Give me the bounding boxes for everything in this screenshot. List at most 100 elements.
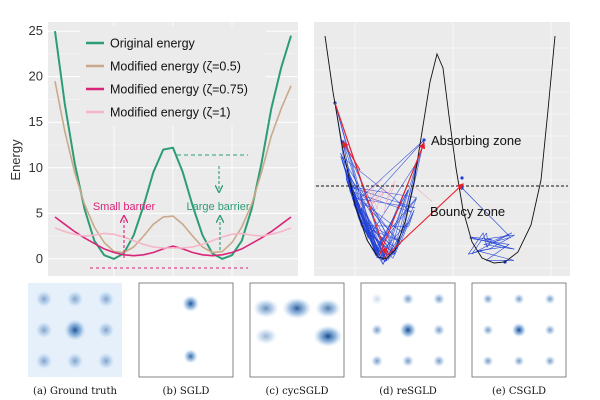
trajectory-point [460,176,464,180]
trajectory-segment [361,225,409,227]
trajectory-segment [342,161,376,252]
trajectory-segment [349,190,394,256]
density-mode [511,322,527,338]
trajectory-segment [487,234,515,239]
trajectory-segment [468,232,484,255]
trajectory-segment [392,250,397,259]
density-panel: (c) cycSGLD [249,282,345,397]
density-mode [66,290,84,308]
small-barrier-label: Small barrier [93,201,156,213]
density-mode [282,297,312,320]
density-mode [182,295,200,313]
pink-trajectory-segment [374,188,387,213]
density-mode [482,324,494,336]
density-mode [402,355,414,367]
density-mode [402,293,414,305]
density-panels: (a) Ground truth (b) SGLD (c) cycSGLD (d) r… [28,282,567,397]
trajectory-segment [477,246,506,252]
density-mode [544,324,556,336]
trajectory-segment [482,232,488,248]
density-mode [513,293,525,305]
large-barrier-label: Large barrier [187,201,250,213]
energy-y-tick-label: 20 [29,69,43,84]
jump-arrow [334,102,388,256]
trajectory-segment [350,188,401,244]
trajectory-segment [469,238,510,245]
density-mode [433,355,445,367]
landscape-curve [324,35,556,264]
density-mode [313,325,343,348]
density-mode [433,293,445,305]
trajectory-segment [469,236,515,250]
trajectory-segment [486,232,488,239]
legend-entry-label: Modified energy (ζ=1) [110,106,231,120]
density-mode [97,352,115,370]
trajectory-segment [382,222,408,265]
trajectory-segment [483,238,506,248]
pink-trajectory-segment [363,178,383,198]
jump-arrow [342,141,361,171]
energy-y-tick-label: 25 [29,23,43,38]
density-mode [544,355,556,367]
energy-y-ticks: 0 5 10 15 20 25 [29,23,43,266]
density-mode [482,293,494,305]
pink-trajectory-segment [367,185,376,197]
trajectory-segment [340,156,379,257]
trajectory-segment [366,161,418,241]
pink-trajectory-segment [384,183,396,206]
pink-trajectory-segment [413,185,433,202]
trajectory-segment [477,250,514,261]
density-mode [64,319,86,341]
energy-y-axis-label: Energy [8,139,23,181]
density-mode [544,293,556,305]
energy-chart: 0 5 10 15 20 25 Energy Small barrier Large ba… [8,22,298,276]
density-mode [35,352,53,370]
density-mode [399,321,417,339]
trajectory-segment [485,244,510,261]
trajectory-segment [469,236,492,240]
legend-entry-label: Original energy [110,37,196,51]
legend-background [80,26,266,126]
trajectory-segment [353,194,404,234]
energy-y-tick-label: 15 [29,114,43,129]
trajectory-segment [486,239,492,248]
trajectory-point [460,186,464,190]
energy-series-line [54,216,292,257]
trajectory-segment [358,139,425,214]
trajectory-segment [489,234,515,249]
density-panel: (d) reSGLD [360,282,456,397]
trajectory-segment [392,213,413,256]
energy-legend: Original energy Modified energy (ζ=0.5) Mo… [80,26,266,126]
landscape-gridlines [314,22,570,276]
density-panel: (e) CSGLD [471,282,567,397]
pink-trajectory-segment [370,184,387,206]
density-mode [513,355,525,367]
density-panel: (b) SGLD [138,282,234,397]
energy-series-line [54,81,292,254]
energy-y-tick-label: 0 [36,251,43,266]
density-mode [315,298,341,318]
landscape-plot-background [314,22,570,276]
trajectory-segment [374,251,384,265]
trajectory-segment [349,190,383,261]
jump-arrow [383,183,464,259]
density-mode [183,349,198,364]
pink-trajectory-segment [370,191,375,208]
density-mode [97,290,115,308]
density-mode [254,327,278,345]
density-mode [371,324,383,336]
legend-entry-label: Modified energy (ζ=0.5) [110,60,241,74]
energy-series-line [54,227,292,249]
jump-arrows [334,102,464,259]
density-mode [371,355,383,367]
density-panel: (a) Ground truth [28,283,122,397]
trajectory-segment [349,190,388,262]
landscape-chart: Absorbing zone Bouncy zone [314,22,570,276]
absorbing-zone-label: Absorbing zone [431,133,521,148]
density-mode [66,352,84,370]
density-panel-caption: (c) cycSGLD [266,386,329,397]
density-mode [35,321,53,339]
density-mode [97,321,115,339]
trajectory-segment [387,161,418,260]
sampler-trajectory [333,101,515,265]
